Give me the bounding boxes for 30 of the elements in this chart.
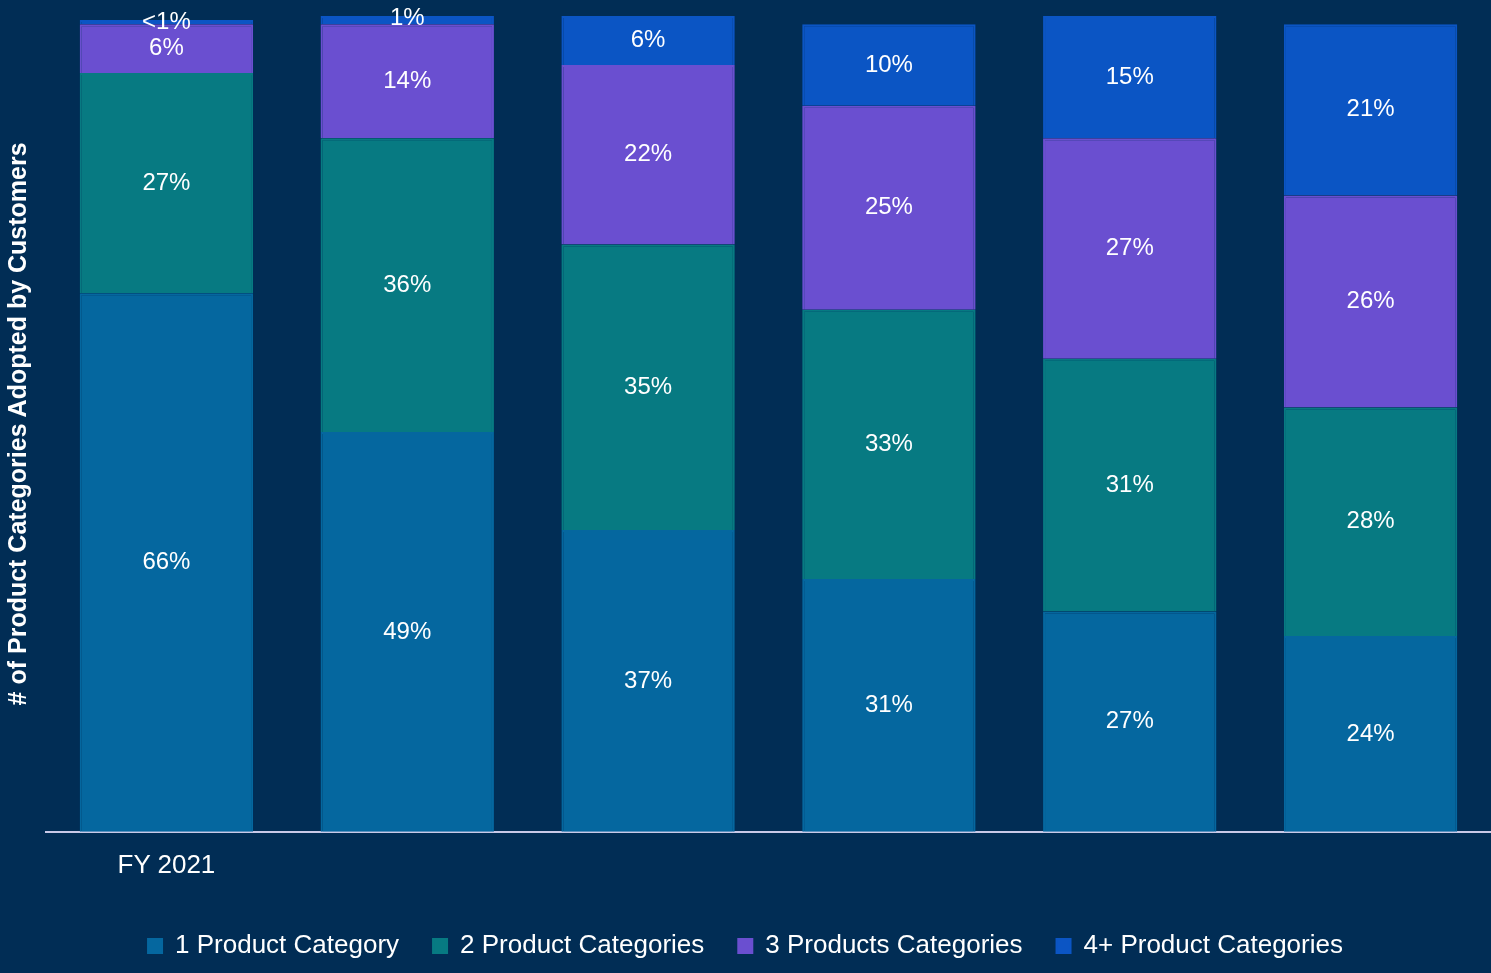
legend-label: 3 Products Categories: [765, 929, 1023, 960]
data-label: 27%: [1105, 233, 1154, 261]
data-label: 27%: [142, 167, 191, 195]
data-label: 21%: [1346, 94, 1395, 122]
data-label: 27%: [1105, 706, 1154, 734]
data-label: 6%: [149, 33, 184, 61]
data-label: 1%: [389, 2, 425, 30]
data-label: 26%: [1346, 286, 1395, 314]
data-label: 14%: [383, 65, 432, 93]
x-tick-label: FY 2021: [117, 848, 216, 879]
legend-label: 1 Product Category: [175, 929, 400, 960]
data-label: 15%: [1105, 61, 1154, 89]
data-label: 49%: [383, 616, 432, 644]
data-label: 36%: [383, 269, 432, 297]
data-label: 10%: [864, 49, 913, 77]
data-label: 66%: [142, 547, 191, 575]
data-label: 25%: [864, 192, 913, 220]
data-label: 28%: [1346, 506, 1395, 534]
data-label: 31%: [1105, 469, 1154, 497]
data-label: 31%: [864, 689, 913, 717]
y-axis-title: # of Product Categories Adopted by Customers: [2, 142, 31, 706]
data-label: 24%: [1346, 718, 1395, 746]
data-label: 35%: [624, 371, 673, 399]
legend-label: 2 Product Categories: [460, 929, 705, 960]
legend-label: 4+ Product Categories: [1083, 929, 1343, 960]
data-label: 33%: [864, 428, 913, 456]
data-label: 22%: [624, 139, 673, 167]
data-label: 37%: [624, 665, 673, 693]
data-label: 6%: [630, 25, 666, 53]
data-label: <1%: [142, 6, 191, 34]
